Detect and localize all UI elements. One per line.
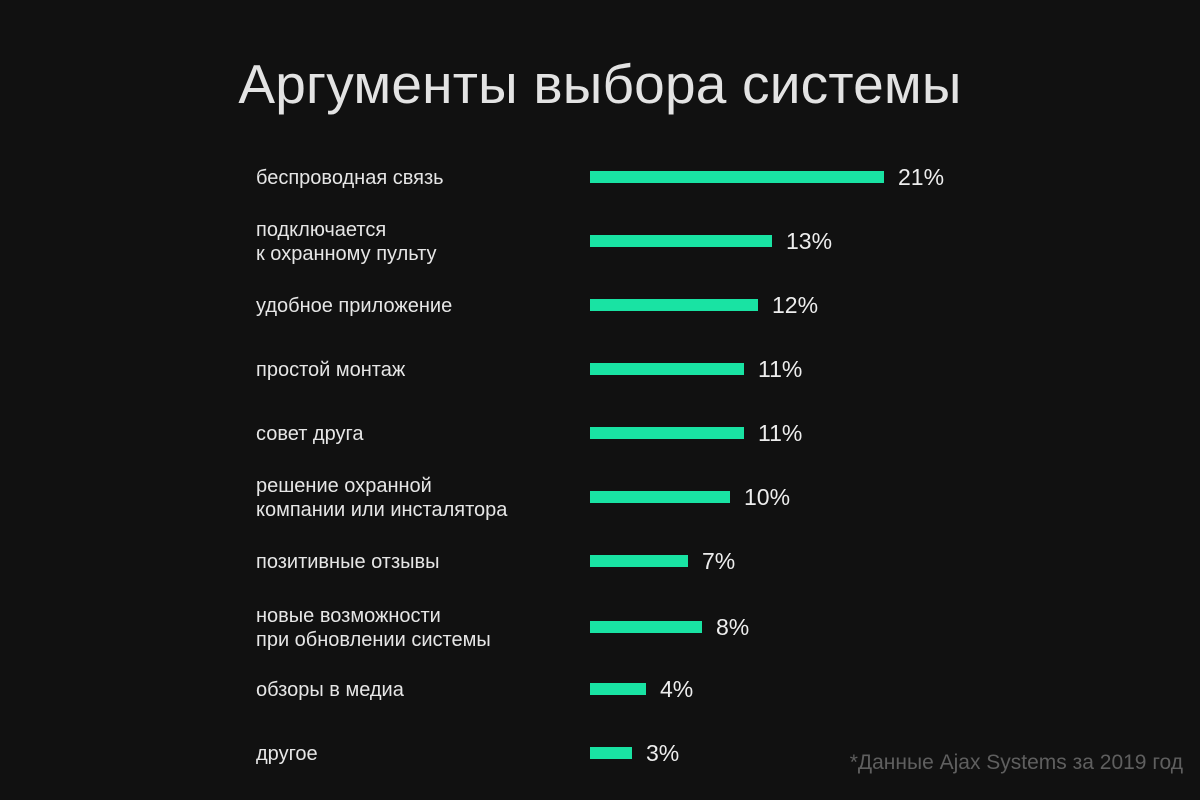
category-label-4: простой монтаж: [256, 359, 406, 381]
source-footnote: *Данные Ajax Systems за 2019 год: [849, 751, 1183, 774]
bar-10: [590, 747, 632, 759]
bar-4: [590, 363, 744, 375]
category-label-line: удобное приложение: [256, 295, 452, 317]
category-label-line: обзоры в медиа: [256, 679, 405, 701]
value-label-1: 21%: [898, 164, 944, 190]
value-label-10: 3%: [646, 740, 679, 766]
value-label-8: 8%: [716, 614, 749, 640]
bar-7: [590, 555, 688, 567]
value-label-5: 11%: [758, 420, 802, 446]
category-label-9: обзоры в медиа: [256, 679, 405, 701]
chart-title: Аргументы выбора системы: [238, 53, 962, 115]
bar-6: [590, 491, 730, 503]
category-label-3: удобное приложение: [256, 295, 452, 317]
category-label-2: подключается к охранному пульту: [256, 219, 437, 265]
category-label-line: решение охранной: [256, 475, 432, 497]
bar-3: [590, 299, 758, 311]
category-label-line: подключается: [256, 219, 386, 241]
category-label-line: новые возможности: [256, 605, 441, 627]
value-label-4: 11%: [758, 356, 802, 382]
bar-9: [590, 683, 646, 695]
bar-8: [590, 621, 702, 633]
category-label-line: при обновлении системы: [256, 629, 491, 651]
category-label-line: компании или инсталятора: [256, 499, 508, 521]
value-label-7: 7%: [702, 548, 735, 574]
category-label-5: совет друга: [256, 423, 364, 445]
category-label-line: другое: [256, 743, 318, 765]
category-label-8: новые возможности при обновлении системы: [256, 605, 491, 651]
category-label-line: к охранному пульту: [256, 243, 437, 265]
value-label-9: 4%: [660, 676, 693, 702]
bar-2: [590, 235, 772, 247]
category-label-line: простой монтаж: [256, 359, 406, 381]
category-label-6: решение охранной компании или инсталятора: [256, 475, 508, 521]
bar-5: [590, 427, 744, 439]
category-label-7: позитивные отзывы: [256, 551, 440, 573]
category-label-1: беспроводная связь: [256, 167, 444, 189]
bar-1: [590, 171, 884, 183]
category-label-10: другое: [256, 743, 318, 765]
value-label-3: 12%: [772, 292, 818, 318]
category-label-line: позитивные отзывы: [256, 551, 440, 573]
category-label-line: совет друга: [256, 423, 364, 445]
category-label-line: беспроводная связь: [256, 167, 444, 189]
value-label-6: 10%: [744, 484, 790, 510]
value-label-2: 13%: [786, 228, 832, 254]
